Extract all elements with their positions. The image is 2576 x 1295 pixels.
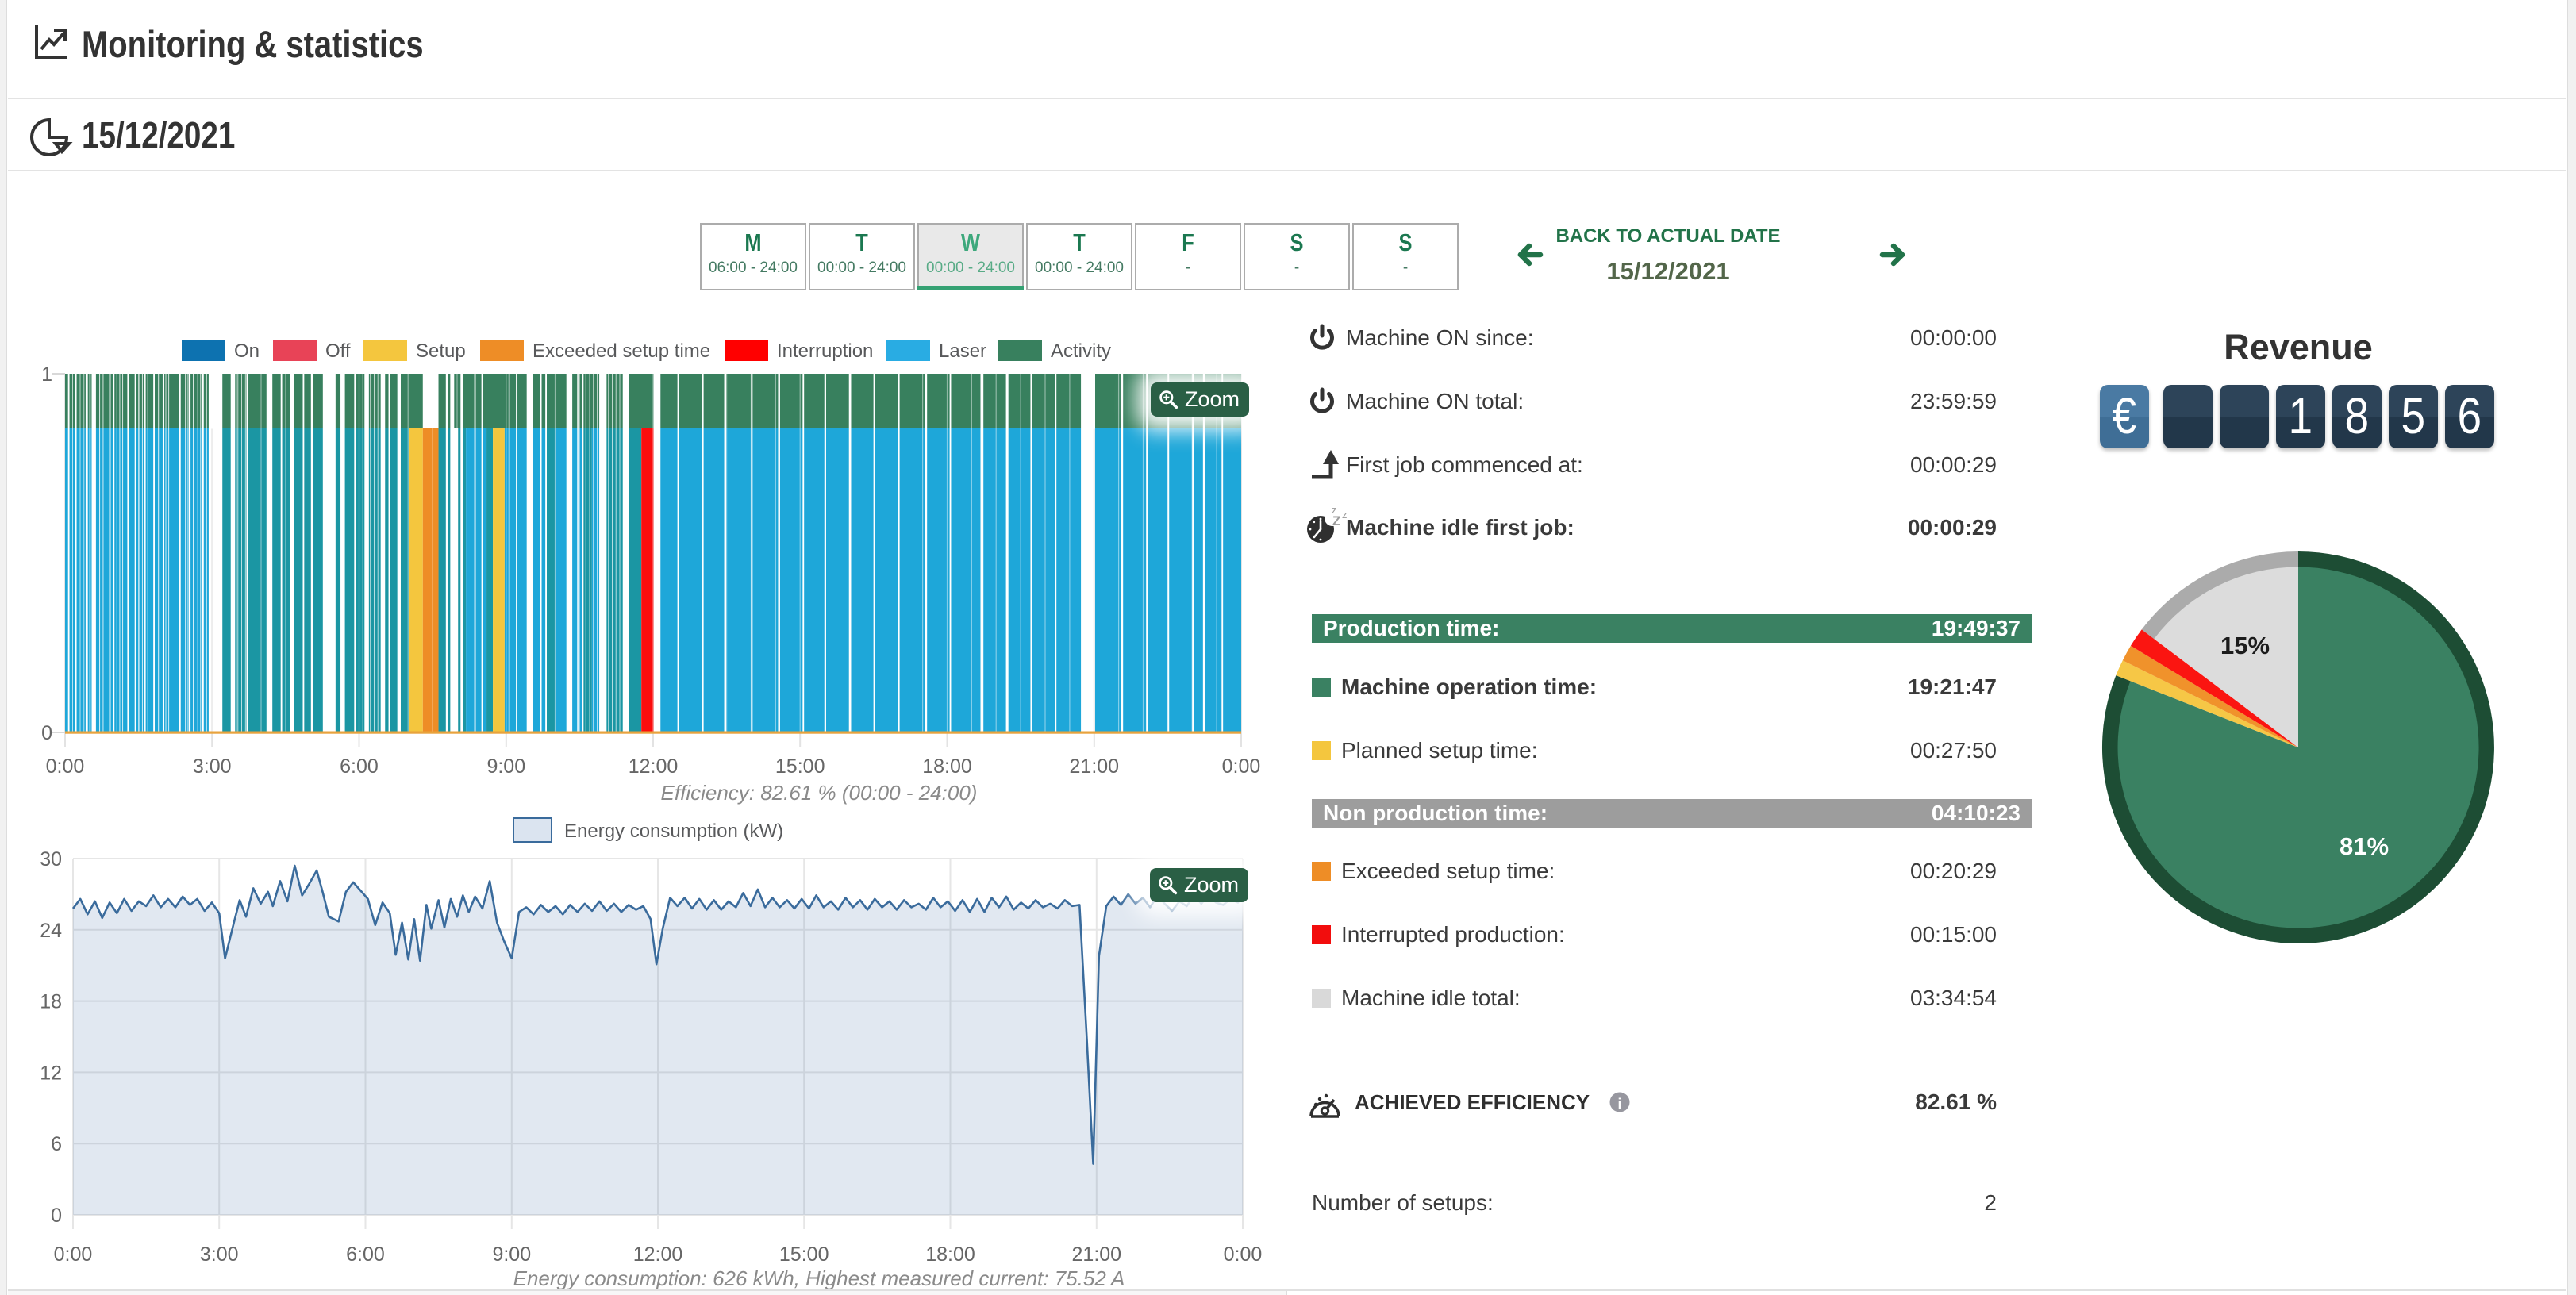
svg-text:9:00: 9:00 bbox=[486, 755, 525, 778]
svg-text:3:00: 3:00 bbox=[193, 755, 232, 778]
svg-text:21:00: 21:00 bbox=[1070, 755, 1120, 778]
svg-text:Exceeded setup time: Exceeded setup time bbox=[533, 340, 710, 362]
svg-text:15:00: 15:00 bbox=[775, 755, 825, 778]
svg-text:21:00: 21:00 bbox=[1072, 1243, 1122, 1266]
svg-text:6: 6 bbox=[51, 1133, 62, 1155]
svg-text:Efficiency: 82.61 % (00:00 - 2: Efficiency: 82.61 % (00:00 - 24:00) bbox=[661, 781, 978, 805]
svg-text:Off: Off bbox=[325, 340, 351, 362]
svg-text:0: 0 bbox=[41, 722, 52, 744]
svg-text:0:00: 0:00 bbox=[1222, 755, 1261, 778]
svg-text:z: z bbox=[1332, 504, 1337, 516]
svg-text:24: 24 bbox=[40, 920, 62, 942]
svg-text:1: 1 bbox=[41, 363, 52, 386]
svg-text:12:00: 12:00 bbox=[633, 1243, 683, 1266]
svg-text:0: 0 bbox=[51, 1205, 62, 1227]
svg-text:3:00: 3:00 bbox=[200, 1243, 239, 1266]
svg-text:0:00: 0:00 bbox=[54, 1243, 93, 1266]
svg-text:9:00: 9:00 bbox=[492, 1243, 531, 1266]
svg-text:Interruption: Interruption bbox=[777, 340, 873, 362]
svg-text:0:00: 0:00 bbox=[1224, 1243, 1263, 1266]
svg-text:6:00: 6:00 bbox=[340, 755, 379, 778]
svg-text:30: 30 bbox=[40, 848, 62, 870]
svg-text:Laser: Laser bbox=[939, 340, 986, 362]
svg-text:Activity: Activity bbox=[1051, 340, 1111, 362]
svg-text:18:00: 18:00 bbox=[922, 755, 972, 778]
svg-text:15%: 15% bbox=[2220, 632, 2270, 659]
svg-text:12:00: 12:00 bbox=[629, 755, 679, 778]
svg-text:Energy consumption: 626 kWh, H: Energy consumption: 626 kWh, Highest mea… bbox=[513, 1266, 1125, 1290]
svg-text:i: i bbox=[1617, 1096, 1621, 1112]
svg-text:Setup: Setup bbox=[416, 340, 466, 362]
svg-text:18: 18 bbox=[40, 991, 62, 1013]
svg-text:0:00: 0:00 bbox=[46, 755, 85, 778]
svg-text:Energy consumption (kW): Energy consumption (kW) bbox=[564, 820, 783, 842]
svg-text:15:00: 15:00 bbox=[779, 1243, 829, 1266]
svg-text:6:00: 6:00 bbox=[346, 1243, 385, 1266]
svg-text:18:00: 18:00 bbox=[925, 1243, 975, 1266]
svg-text:81%: 81% bbox=[2340, 832, 2389, 860]
svg-text:12: 12 bbox=[40, 1062, 62, 1084]
svg-text:On: On bbox=[234, 340, 260, 362]
svg-text:Z: Z bbox=[1332, 513, 1340, 528]
svg-text:z: z bbox=[1342, 509, 1348, 521]
